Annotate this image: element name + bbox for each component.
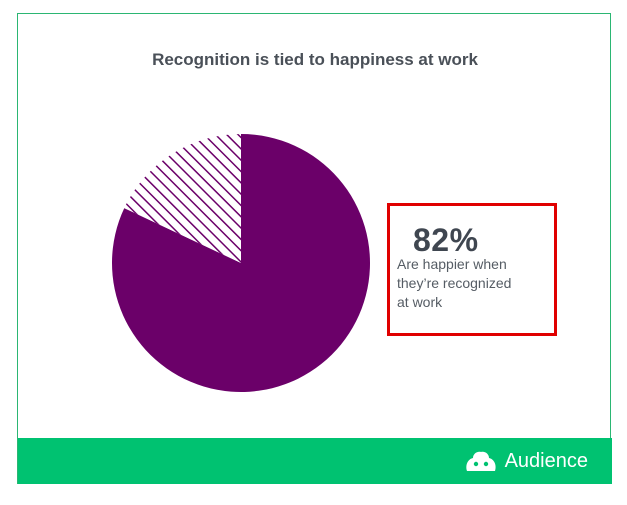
chart-card: Recognition is tied to happiness at work…: [17, 13, 612, 484]
chart-title: Recognition is tied to happiness at work: [152, 50, 478, 69]
stat-value: 82%: [413, 222, 479, 258]
pie-slice-remainder: [124, 134, 241, 263]
brand-name: Audience: [504, 449, 588, 472]
pie-chart: [112, 134, 371, 392]
stat-description: Are happier when they’re recognized at w…: [397, 256, 512, 310]
pie-slice-82-percent: [112, 134, 371, 392]
audience-logo-icon: [465, 451, 496, 471]
stat-callout: 82% Are happier when they’re recognized …: [387, 203, 557, 336]
brand-footer: Audience: [18, 438, 612, 484]
brand-logo: Audience: [464, 446, 588, 476]
